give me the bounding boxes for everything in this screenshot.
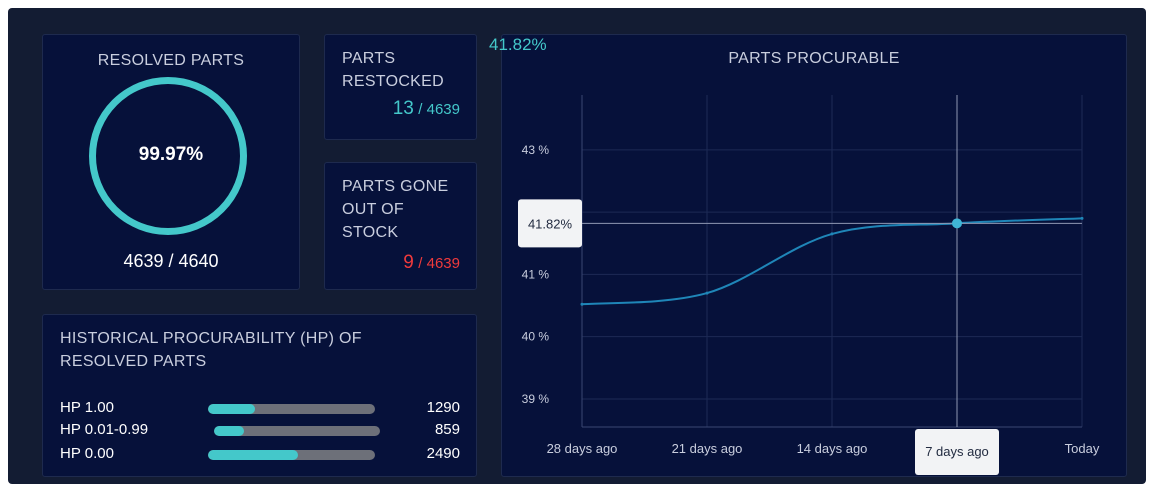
hp-label: HP 1.00: [60, 399, 114, 416]
restocked-total: / 4639: [418, 101, 460, 118]
x-tick-label: Today: [1065, 441, 1100, 456]
y-tick-label: 41 %: [522, 267, 550, 281]
resolved-percent: 99.97%: [138, 144, 204, 165]
title-line: OUT OF: [342, 201, 404, 218]
hp-bar-fill: [214, 426, 244, 436]
hp-value: 859: [434, 421, 460, 438]
y-tick-label: 39 %: [522, 392, 550, 406]
y-tooltip-value: 41.82%: [528, 216, 573, 231]
data-point-highlighted: [952, 218, 962, 229]
hp-row: HP 0.01-0.99 859: [60, 419, 460, 441]
title-line: RESOLVED PARTS: [60, 353, 207, 370]
data-point: [705, 291, 709, 295]
x-tick-label: 28 days ago: [547, 441, 618, 456]
title-line: STOCK: [342, 224, 399, 241]
y-tooltip-box: [518, 199, 582, 248]
chart-title: PARTS PROCURABLE: [728, 50, 900, 67]
y-tick-label: 40 %: [522, 330, 550, 344]
historical-procurability-title: HISTORICAL PROCURABILITY (HP) OF RESOLVE…: [60, 327, 362, 373]
parts-out-of-stock-title: PARTS GONE OUT OF STOCK: [342, 175, 448, 244]
parts-out-of-stock-panel: PARTS GONE OUT OF STOCK 9 / 4639: [324, 162, 477, 290]
data-point: [580, 302, 584, 306]
title-line: HISTORICAL PROCURABILITY (HP) OF: [60, 330, 362, 347]
parts-restocked-ratio: 13 / 4639: [393, 98, 460, 120]
hp-bar: [208, 404, 375, 414]
parts-restocked-title: PARTS RESTOCKED: [342, 47, 444, 93]
hp-value: 1290: [426, 399, 460, 416]
x-tick-label: 14 days ago: [797, 441, 868, 456]
resolved-progress-ring: [89, 77, 247, 235]
title-line: PARTS GONE: [342, 178, 449, 195]
out-of-stock-total: / 4639: [418, 255, 460, 272]
resolved-parts-title: RESOLVED PARTS: [97, 52, 245, 69]
x-tick-label: 21 days ago: [672, 441, 743, 456]
historical-procurability-panel: HISTORICAL PROCURABILITY (HP) OF RESOLVE…: [42, 314, 477, 477]
x-tooltip-label: 7 days ago: [925, 444, 989, 459]
title-line: RESTOCKED: [342, 73, 444, 90]
y-tick-label: 43 %: [522, 143, 550, 157]
x-tooltip-box: [915, 429, 999, 475]
dashboard-frame: RESOLVED PARTS 99.97% 4639 / 4640 PARTS …: [8, 8, 1146, 484]
hp-bar: [214, 426, 380, 436]
hp-row: HP 0.00 2490: [60, 443, 460, 465]
hp-row: HP 1.00 1290: [60, 397, 460, 419]
resolved-parts-panel: RESOLVED PARTS 99.97% 4639 / 4640: [42, 34, 300, 290]
resolved-count: 4639 / 4640: [123, 251, 219, 271]
hp-label: HP 0.01-0.99: [60, 421, 149, 438]
out-of-stock-count: 9: [403, 252, 414, 273]
hp-bar: [208, 450, 375, 460]
hp-value: 2490: [426, 445, 460, 462]
data-point: [1080, 216, 1084, 220]
title-line: PARTS: [342, 50, 396, 67]
hp-bar-fill: [208, 450, 299, 460]
current-value-readout: 41.82%: [489, 35, 547, 54]
restocked-count: 13: [392, 98, 414, 119]
data-point: [830, 232, 834, 236]
hp-label: HP 0.00: [60, 445, 114, 462]
hp-bar-fill: [208, 404, 255, 414]
out-of-stock-ratio: 9 / 4639: [403, 252, 460, 274]
parts-restocked-panel: PARTS RESTOCKED 13 / 4639: [324, 34, 477, 140]
parts-procurable-panel: PARTS PROCURABLE 39 %40 %41 %42 %43 %28 …: [501, 34, 1127, 477]
